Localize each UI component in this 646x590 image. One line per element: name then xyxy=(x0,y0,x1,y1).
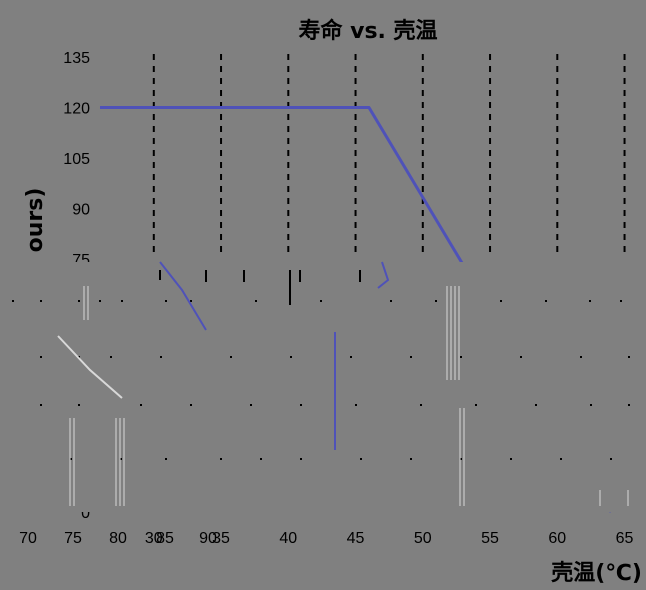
x-tick-label-35: 35 xyxy=(212,530,230,547)
noise-dot-0-9 xyxy=(390,300,392,302)
x-tick-label-45: 45 xyxy=(347,530,365,547)
noise-dot-1-0 xyxy=(40,356,42,358)
noise-dot-2-5 xyxy=(300,404,302,406)
y-tick-label-135: 135 xyxy=(63,50,90,67)
left-band xyxy=(0,0,10,590)
noise-dot-1-6 xyxy=(350,356,352,358)
x-tick-label-55: 55 xyxy=(481,530,499,547)
noise-dot-1-9 xyxy=(520,356,522,358)
x-tick-label-60: 60 xyxy=(548,530,566,547)
y-tick-label-105: 105 xyxy=(63,151,90,168)
noise-dot-2-9 xyxy=(535,404,537,406)
noise-dot-3-4 xyxy=(260,458,262,460)
noise-dot-3-3 xyxy=(220,458,222,460)
noise-dot-2-7 xyxy=(420,404,422,406)
noise-dot-1-7 xyxy=(410,356,412,358)
overlay-x-tick-label-90: 90 xyxy=(199,530,217,547)
noise-dot-2-10 xyxy=(590,404,592,406)
noise-dot-0-14 xyxy=(620,300,622,302)
noise-dot-3-0 xyxy=(70,458,72,460)
noise-dot-3-2 xyxy=(165,458,167,460)
noise-dot-2-11 xyxy=(628,404,630,406)
right-band xyxy=(636,0,646,590)
noise-dot-3-5 xyxy=(300,458,302,460)
noise-dot-2-3 xyxy=(190,404,192,406)
noise-dot-1-3 xyxy=(160,356,162,358)
y-tick-label-90: 90 xyxy=(72,202,90,219)
noise-dot-1-8 xyxy=(460,356,462,358)
overlay-line-b xyxy=(57,335,123,399)
noise-dot-2-0 xyxy=(40,404,42,406)
noise-dot-1-4 xyxy=(230,356,232,358)
noise-dot-0-7 xyxy=(255,300,257,302)
noise-dot-1-5 xyxy=(290,356,292,358)
x-tick-label-40: 40 xyxy=(279,530,297,547)
noise-dot-1-11 xyxy=(628,356,630,358)
overlay-x-tick-label-85: 85 xyxy=(156,530,174,547)
noise-dot-0-6 xyxy=(190,300,192,302)
noise-dot-3-8 xyxy=(460,458,462,460)
noise-dot-2-6 xyxy=(355,404,357,406)
overlay-line-d xyxy=(377,261,390,289)
noise-dot-3-1 xyxy=(120,458,122,460)
noise-dot-3-11 xyxy=(610,458,612,460)
noise-dot-3-6 xyxy=(360,458,362,460)
x-axis-label: 壳温(℃) xyxy=(550,561,642,586)
noise-dot-0-13 xyxy=(589,300,591,302)
x-axis-ticks: 30 35 40 45 50 55 60 65 70 75 80 85 90 xyxy=(19,530,633,547)
noise-dot-2-1 xyxy=(78,404,80,406)
gridlines xyxy=(152,54,626,258)
y-tick-label-0: 0 xyxy=(81,505,90,522)
overlay-x-tick-label-70: 70 xyxy=(19,530,37,547)
y-axis-label: ours) xyxy=(23,188,48,253)
noise-dot-0-10 xyxy=(435,300,437,302)
noise-dot-1-10 xyxy=(580,356,582,358)
noise-dot-0-3 xyxy=(99,300,101,302)
x-tick-label-30: 30 xyxy=(145,530,163,547)
noise-dot-2-2 xyxy=(140,404,142,406)
y-tick-label-120: 120 xyxy=(63,101,90,118)
x-tick-label-50: 50 xyxy=(414,530,432,547)
noise-dot-0-5 xyxy=(165,300,167,302)
overlay-x-tick-label-75: 75 xyxy=(64,530,82,547)
noise-dot-2-4 xyxy=(250,404,252,406)
noise-dot-0-8 xyxy=(320,300,322,302)
overlay-line-a xyxy=(159,261,207,331)
noise-dot-0-12 xyxy=(545,300,547,302)
noise-dot-0-2 xyxy=(78,300,80,302)
lower-band xyxy=(10,262,636,512)
noise-dot-0-4 xyxy=(121,300,123,302)
noise-dot-1-2 xyxy=(110,356,112,358)
noise-dot-2-8 xyxy=(475,404,477,406)
noise-dot-3-7 xyxy=(410,458,412,460)
noise-dot-3-10 xyxy=(560,458,562,460)
overlay-x-tick-label-80: 80 xyxy=(109,530,127,547)
noise-dot-3-9 xyxy=(510,458,512,460)
noise-dot-0-11 xyxy=(500,300,502,302)
noise-dot-0-0 xyxy=(12,300,14,302)
x-tick-label-65: 65 xyxy=(616,530,634,547)
noise-dot-0-1 xyxy=(40,300,42,302)
chart-title: 寿命 vs. 壳温 xyxy=(298,18,437,44)
